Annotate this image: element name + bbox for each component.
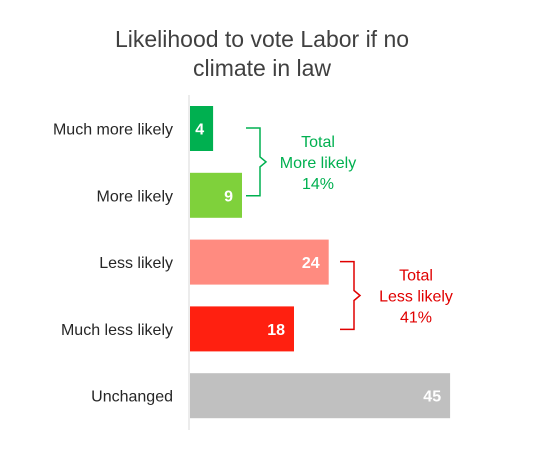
annotation-2-line-3: 41% <box>400 310 432 327</box>
category-label-less-likely: Less likely <box>99 255 173 272</box>
chart-title-line-2: climate in law <box>193 55 331 81</box>
category-label-unchanged: Unchanged <box>91 389 173 406</box>
annotation-2-line-2: Less likely <box>379 289 453 306</box>
annotation-2-line-1: Total <box>399 268 433 285</box>
bar-much-more-likely <box>190 106 214 151</box>
category-label-much-less-likely: Much less likely <box>61 322 173 339</box>
value-label-much-more-likely: 4 <box>195 122 204 139</box>
bar-less-likely <box>190 239 329 285</box>
value-label-much-less-likely: 18 <box>267 322 285 339</box>
chart-title-line-1: Likelihood to vote Labor if no <box>115 26 409 52</box>
bar-unchanged <box>190 373 451 419</box>
annotations-group: Total More likely 14% Total Less likely 41% <box>246 127 453 331</box>
annotation-bracket-1 <box>246 127 268 197</box>
value-label-less-likely: 24 <box>302 255 320 272</box>
bars-group: Much more likely 4 More likely 9 Less likely… <box>53 106 451 419</box>
annotation-bracket-2 <box>340 260 362 331</box>
annotation-1-line-1: Total <box>301 134 335 151</box>
bar-more-likely <box>190 172 242 218</box>
value-label-more-likely: 9 <box>224 188 233 205</box>
value-label-unchanged: 45 <box>423 389 441 406</box>
annotation-1-line-2: More likely <box>280 155 356 172</box>
bar-much-less-likely <box>190 306 294 352</box>
annotation-1-line-3: 14% <box>302 176 334 193</box>
category-label-much-more-likely: Much more likely <box>53 122 173 139</box>
category-label-more-likely: More likely <box>97 188 173 205</box>
